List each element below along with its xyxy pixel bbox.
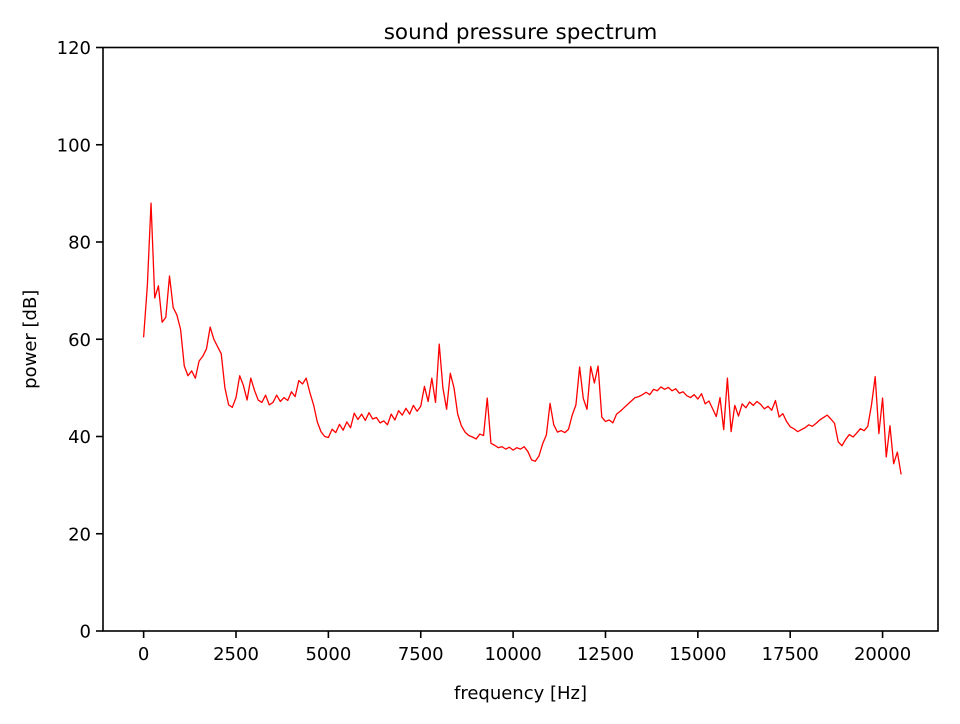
y-axis-ticks: 0 20 40 60 80 100 120	[57, 38, 103, 643]
y-axis-label: power [dB]	[20, 290, 41, 389]
x-tick-label: 12500	[577, 644, 634, 665]
y-tick-label: 40	[68, 427, 91, 448]
y-tick-label: 120	[57, 38, 91, 59]
y-tick-label: 60	[68, 330, 91, 351]
spectrum-line	[142, 202, 902, 475]
x-tick-label: 10000	[484, 644, 541, 665]
x-tick-label: 0	[138, 644, 149, 665]
x-axis-label: frequency [Hz]	[454, 683, 587, 704]
y-tick-label: 20	[68, 524, 91, 545]
y-tick-label: 100	[57, 135, 91, 156]
y-tick-label: 80	[68, 233, 91, 254]
y-tick-label: 0	[80, 622, 91, 643]
x-tick-label: 2500	[213, 644, 259, 665]
plot-area	[103, 47, 938, 631]
x-tick-label: 17500	[762, 644, 819, 665]
x-tick-label: 15000	[669, 644, 726, 665]
x-tick-label: 20000	[854, 644, 911, 665]
x-axis-ticks: 0 2500 5000 7500 10000 12500 15000 17500 20000	[138, 631, 911, 665]
x-tick-label: 7500	[398, 644, 444, 665]
chart-title: sound pressure spectrum	[384, 20, 658, 45]
x-tick-label: 5000	[305, 644, 351, 665]
